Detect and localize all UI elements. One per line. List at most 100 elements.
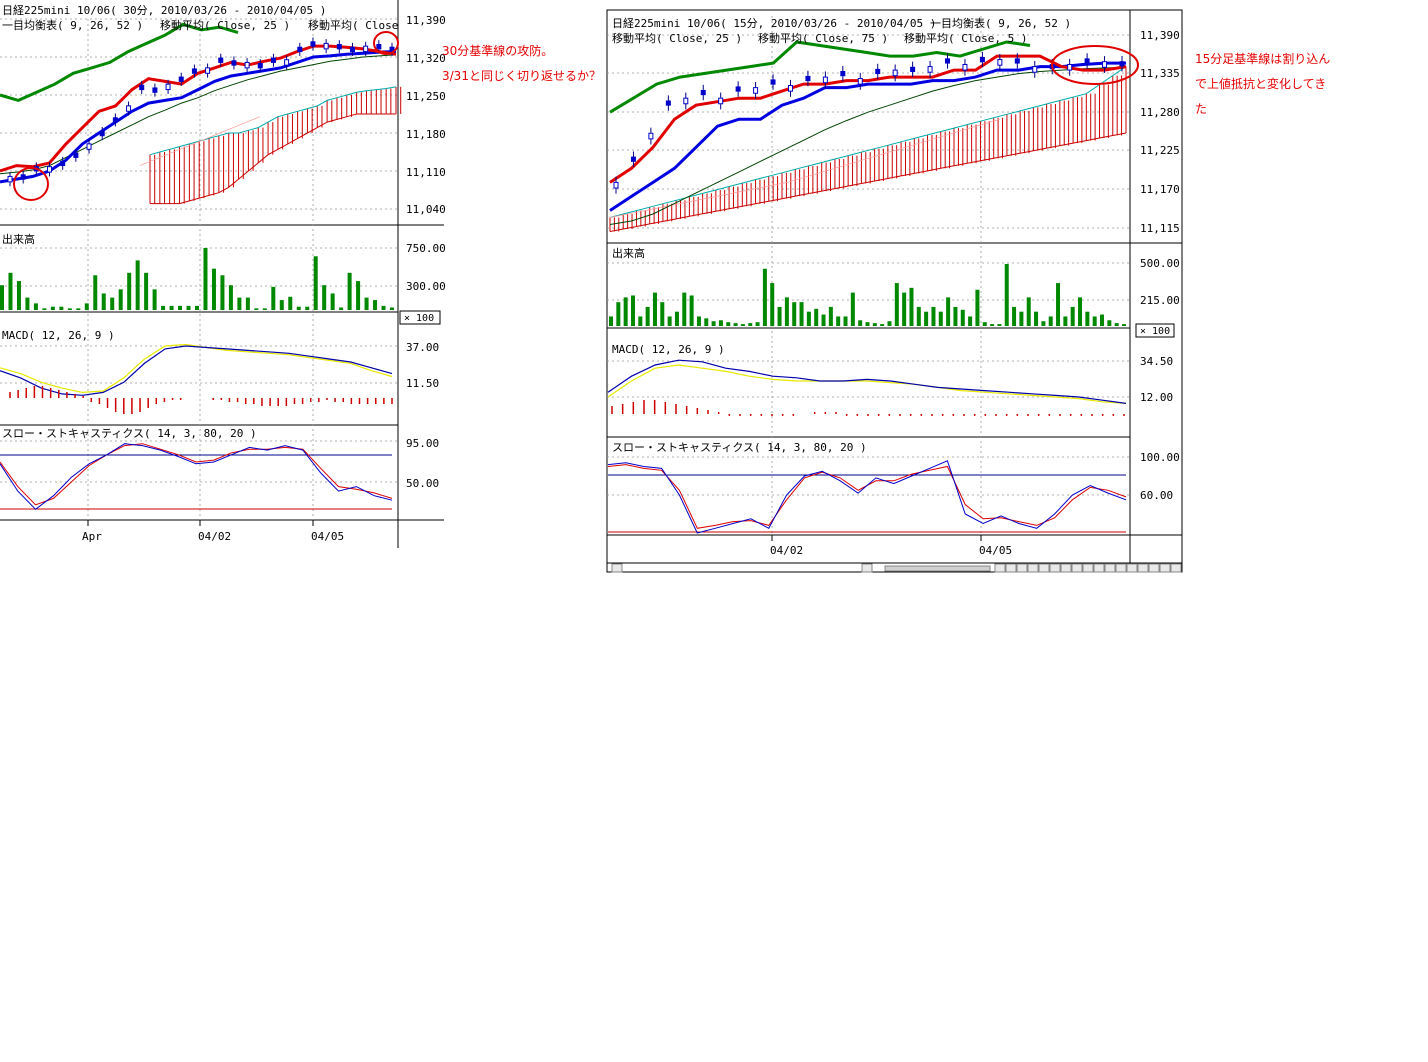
volume-bar [1019, 311, 1024, 326]
volume-bar [262, 308, 267, 310]
senkou-span-b [609, 132, 1127, 232]
macd-line [0, 345, 393, 396]
right-circle-marker [1051, 45, 1139, 85]
toolbar-button[interactable] [1027, 563, 1039, 573]
candle-body [910, 66, 916, 72]
volume-bar [777, 306, 782, 326]
ma-faint-line [139, 116, 261, 166]
volume-bar [682, 292, 687, 326]
toolbar-button[interactable] [1137, 563, 1149, 573]
candle-body [86, 143, 92, 150]
volume-bar [118, 289, 123, 310]
toolbar-button[interactable] [1082, 563, 1094, 573]
right-price-grid [607, 16, 1130, 535]
scroll-left-button[interactable] [611, 563, 623, 573]
candle-body [997, 59, 1003, 66]
volume-bar [279, 300, 284, 310]
macd-signal-line [0, 343, 393, 394]
chart-toolbar-buttons[interactable] [994, 563, 1182, 573]
candle-body [60, 160, 66, 167]
toolbar-button[interactable] [1038, 563, 1050, 573]
toolbar-button[interactable] [1170, 563, 1182, 573]
volume-bar [850, 292, 855, 326]
volume-bar [110, 297, 115, 310]
volume-bar [50, 306, 55, 310]
left-x-label: Apr [82, 530, 102, 543]
volume-bar [784, 297, 789, 326]
scroll-track[interactable] [861, 563, 873, 573]
volume-bar [762, 268, 767, 326]
candle-body [152, 87, 158, 93]
volume-bar [916, 306, 921, 326]
toolbar-button[interactable] [1005, 563, 1017, 573]
stoch-k-line [0, 443, 393, 510]
candle-body [875, 68, 881, 75]
volume-bar [84, 303, 89, 310]
right-volume-multiplier-box [1135, 323, 1175, 338]
toolbar-button[interactable] [1093, 563, 1105, 573]
candle-body [20, 174, 26, 180]
volume-bar [67, 308, 72, 310]
candle-body [376, 44, 382, 50]
toolbar-button[interactable] [1126, 563, 1138, 573]
volume-bar [975, 289, 980, 326]
volume-bar [390, 307, 394, 310]
toolbar-button[interactable] [1104, 563, 1116, 573]
volume-bar [203, 248, 208, 310]
right-header-ma75: 移動平均( Close, 75 ) [758, 31, 888, 45]
left-volume-tick: 300.00 [406, 280, 446, 293]
toolbar-button[interactable] [994, 563, 1006, 573]
volume-bar [356, 281, 361, 310]
volume-bar [821, 314, 826, 326]
volume-bar [1107, 320, 1112, 326]
scroll-thumb[interactable] [884, 565, 991, 572]
volume-bar [211, 268, 216, 310]
toolbar-button[interactable] [1159, 563, 1171, 573]
volume-bar [1056, 283, 1061, 326]
right-x-label: 04/05 [979, 544, 1012, 557]
macd-line [607, 359, 1127, 404]
volume-bar [1026, 297, 1031, 326]
toolbar-button[interactable] [1071, 563, 1083, 573]
left-header-ichimoku: 一目均衡表( 9, 26, 52 ) [2, 18, 143, 32]
volume-bar [1092, 316, 1097, 326]
volume-bar [704, 318, 709, 326]
right-macd-tick: 34.50 [1140, 355, 1173, 368]
left-price-tick: 11,250 [406, 90, 446, 103]
toolbar-button[interactable] [1016, 563, 1028, 573]
left-macd [0, 343, 393, 414]
toolbar-button[interactable] [1148, 563, 1160, 573]
right-price-tick: 11,390 [1140, 29, 1180, 42]
volume-bar [755, 322, 760, 326]
toolbar-button[interactable] [1060, 563, 1072, 573]
toolbar-button[interactable] [1049, 563, 1061, 573]
right-scroll-toolbar[interactable] [611, 563, 1182, 573]
volume-bar [220, 275, 225, 310]
volume-bar [381, 305, 386, 310]
volume-bar [843, 316, 848, 326]
candle-body [927, 66, 933, 73]
volume-bar [296, 306, 301, 310]
candle-body [218, 57, 224, 63]
candle-body [979, 56, 985, 63]
volume-bar [339, 307, 344, 310]
volume-bar [135, 260, 140, 310]
volume-bar [1100, 314, 1105, 326]
ma75-line [609, 66, 1127, 225]
candle-body [165, 83, 171, 91]
right-ichimoku-cloud [609, 66, 1127, 232]
volume-bar [254, 308, 259, 310]
left-price-lines [0, 22, 397, 184]
candle-body [323, 42, 329, 50]
right-stoch-label: スロー・ストキャスティクス( 14, 3, 80, 20 ) [612, 441, 867, 454]
left-price-tick: 11,110 [406, 166, 446, 179]
right-volume-bars [609, 264, 1126, 326]
candle-body [718, 97, 724, 105]
volume-bar [313, 256, 318, 310]
left-price-tick: 11,180 [406, 128, 446, 141]
left-volume-multiplier-box [399, 310, 441, 325]
volume-bar [748, 323, 753, 326]
toolbar-button[interactable] [1115, 563, 1127, 573]
volume-bar [152, 289, 157, 310]
